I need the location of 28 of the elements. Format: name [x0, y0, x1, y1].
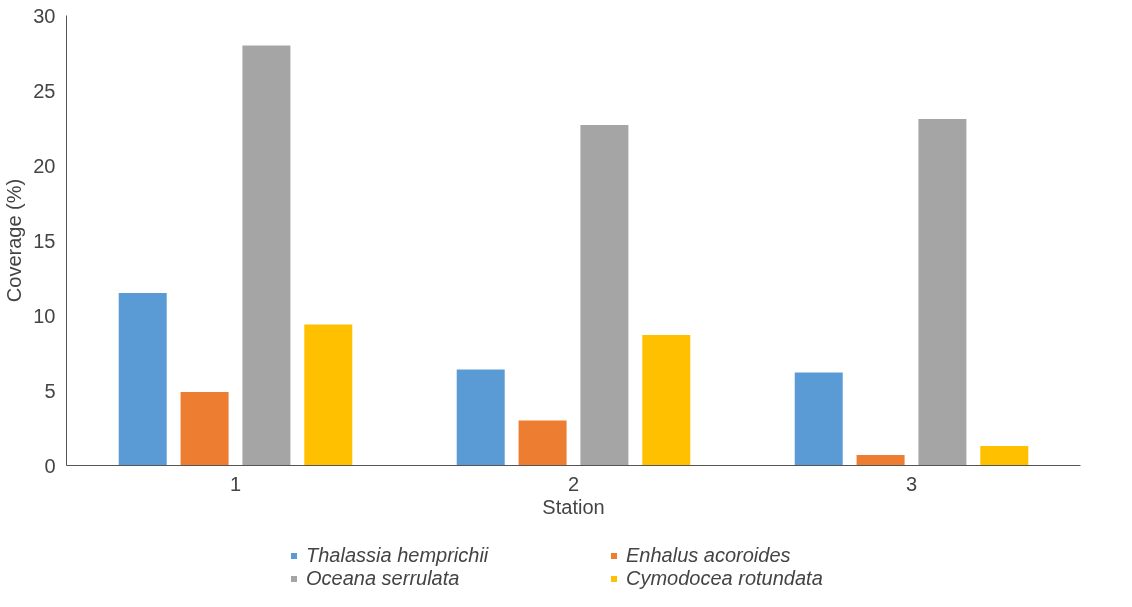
- legend-label: Enhalus acoroides: [626, 544, 792, 567]
- y-tick-label: 0: [44, 454, 56, 477]
- y-tick-label: 10: [33, 304, 56, 327]
- bar: [304, 324, 353, 466]
- bar: [980, 446, 1029, 466]
- y-tick-label: 5: [44, 379, 56, 402]
- y-tick-label: 30: [33, 4, 56, 27]
- bar: [518, 420, 567, 466]
- y-tick-label: 20: [33, 154, 56, 177]
- x-axis-title: Station: [542, 495, 605, 518]
- bar: [242, 45, 291, 466]
- bar: [856, 455, 905, 466]
- bar: [794, 372, 843, 466]
- x-tick-label: 1: [229, 472, 242, 495]
- bar: [118, 293, 167, 466]
- legend-label: Oceana serrulata: [306, 567, 461, 590]
- legend-label: Thalassia hemprichii: [306, 544, 490, 567]
- bar: [180, 392, 229, 466]
- legend-label: Cymodocea rotundata: [626, 567, 824, 590]
- y-tick-label: 15: [33, 229, 56, 252]
- bar: [642, 335, 691, 466]
- y-tick-label: 25: [33, 79, 56, 102]
- bar: [456, 369, 505, 466]
- bar: [580, 125, 629, 466]
- x-tick-label: 2: [567, 472, 580, 495]
- y-axis-title: Coverage (%): [3, 178, 26, 303]
- bar: [918, 119, 967, 466]
- x-tick-label: 3: [905, 472, 918, 495]
